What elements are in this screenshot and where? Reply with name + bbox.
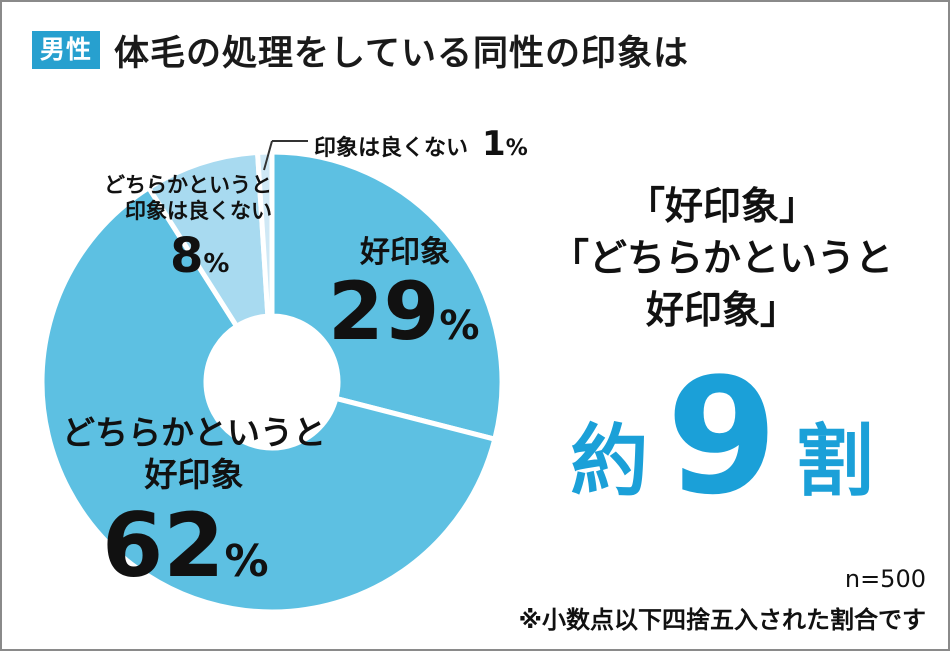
summary-big: 約 9 割 [517,357,927,517]
label-bad-name: 印象は良くない [314,136,469,161]
label-rather-bad: どちらかというと 印象は良くない [52,172,272,224]
label-bad: 印象は良くない 1% [314,124,528,164]
label-rather-good-line1: どちらかというと [62,413,326,452]
footnote: ※小数点以下四捨五入された割合です [518,606,926,634]
label-rather-bad-value: 8% [170,228,229,284]
header: 男性 体毛の処理をしている同性の印象は [32,24,689,76]
label-rather-bad-line2: 印象は良くない [125,199,272,223]
slice-rather-good [39,184,498,615]
summary-big-number: 9 [666,343,778,530]
unit-good: % [439,303,480,349]
label-rather-bad-line1: どちらかというと [104,173,272,197]
callout-line-bad [263,140,273,171]
slice-bad [254,149,275,319]
label-good-name: 好印象 [360,235,450,270]
unit-bad: % [505,136,528,161]
value-rather-bad: 8 [170,228,204,284]
gender-badge: 男性 [32,31,101,69]
chart-title: 体毛の処理をしている同性の印象は [114,33,689,74]
summary-big-prefix: 約 [570,417,649,507]
label-good-value: 29% [328,267,479,357]
summary-line-3: 好印象」 [645,288,798,332]
value-good: 29 [328,265,440,358]
sample-size: n=500 [844,565,926,593]
unit-rather-bad: % [203,249,230,279]
label-rather-good-line2: 好印象 [144,455,244,494]
slice-good [269,149,505,443]
label-rather-good-value: 62% [102,498,269,594]
summary-big-suffix: 割 [795,417,874,507]
summary-text: 「好印象」 「どちらかというと 好印象」 [517,180,927,336]
slice-rather-bad [145,149,271,330]
value-rather-good: 62 [102,494,225,597]
summary-line-2: 「どちらかというと [550,236,893,280]
unit-rather-good: % [224,536,269,587]
value-bad: 1 [482,124,506,164]
summary-line-1: 「好印象」 [626,184,817,228]
label-rather-good: どちらかというと 好印象 [34,412,354,496]
label-good: 好印象 [340,227,470,271]
